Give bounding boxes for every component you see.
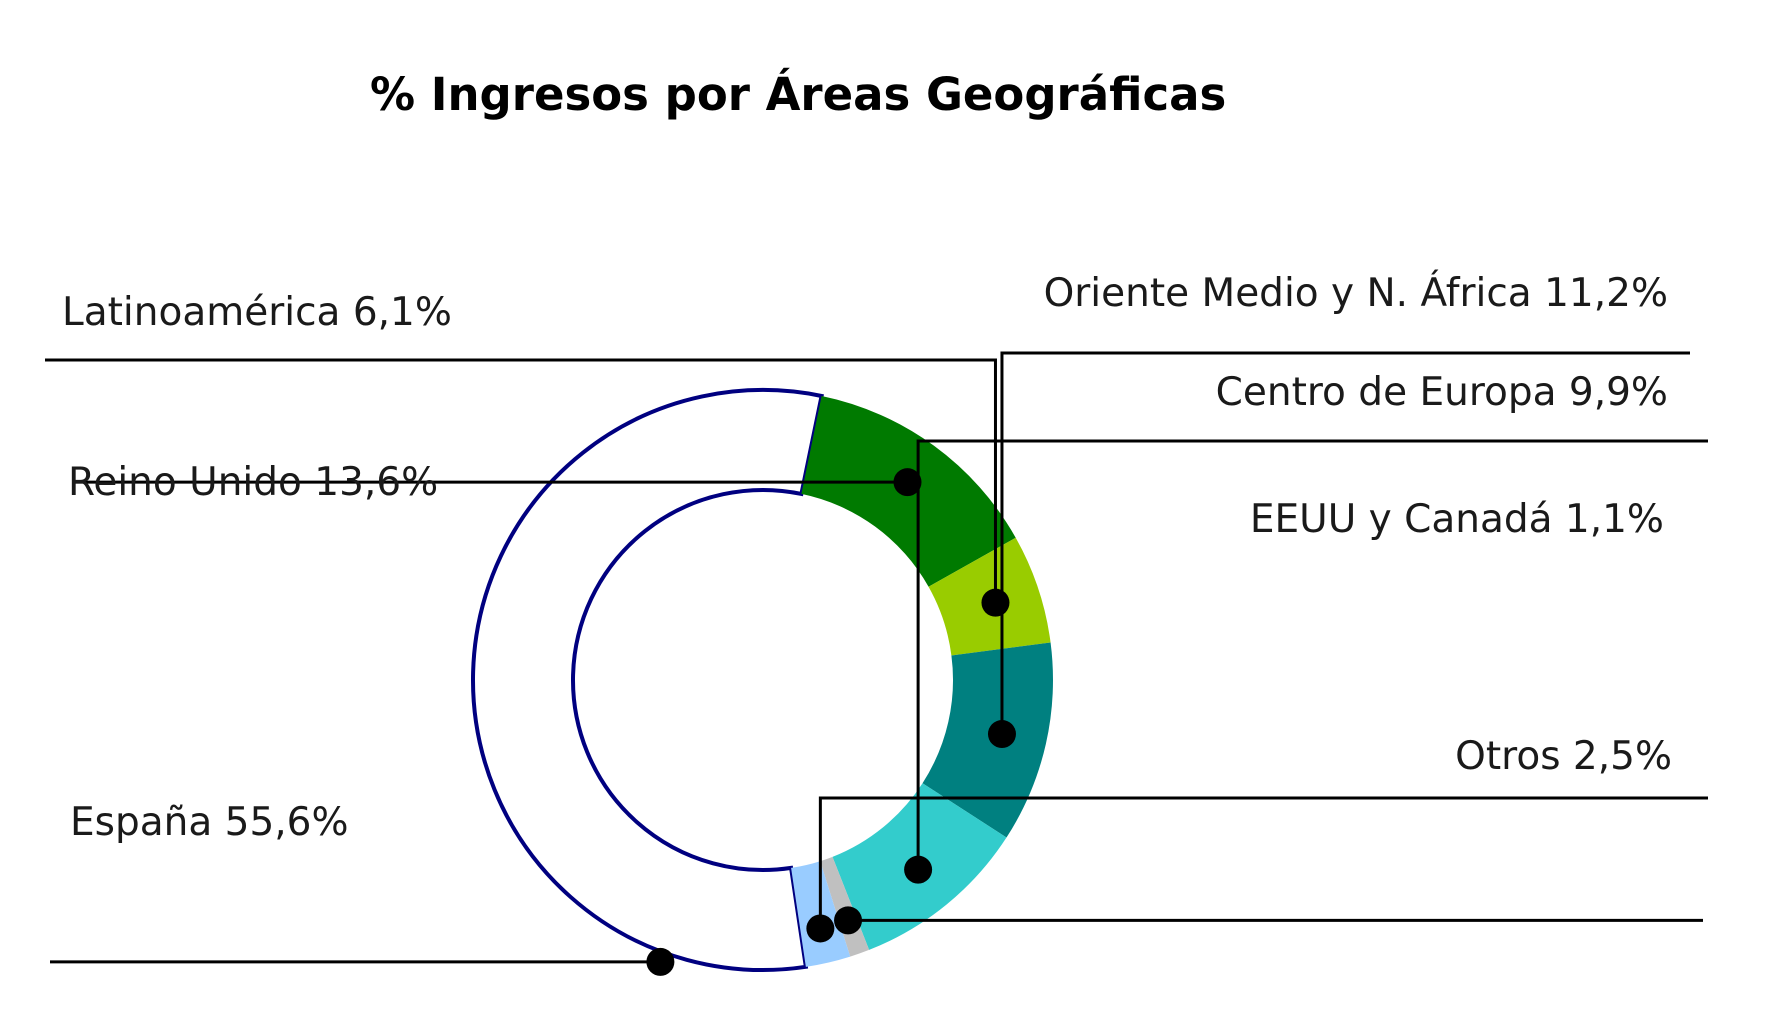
leader-line-centro-de-europa [916, 439, 1708, 870]
leader-dot-latinoamerica [981, 588, 1010, 617]
label-eeuu-y-canada: EEUU y Canadá 1,1% [1250, 497, 1664, 542]
leader-line-otros [818, 796, 1708, 929]
label-centro-de-europa: Centro de Europa 9,9% [1216, 370, 1668, 415]
leader-dot-espana [646, 947, 675, 976]
slice-oriente-medio-y-n-africa [922, 642, 1053, 838]
leader-lines [45, 351, 1708, 976]
leader-dot-oriente-medio-y-n-africa [987, 720, 1016, 749]
chart-title: % Ingresos por Áreas Geográficas [370, 68, 1226, 121]
donut-slices [471, 388, 1053, 972]
leader-line-latinoamerica [45, 358, 997, 603]
slice-eeuu-y-canada [820, 856, 870, 957]
leader-dot-eeuu-y-canada [834, 906, 863, 935]
leader-line-oriente-medio-y-n-africa [1000, 351, 1690, 735]
leader-dot-otros [806, 914, 835, 943]
slice-labels: España 55,6% Reino Unido 13,6% Latinoaméri… [62, 269, 1672, 845]
label-reino-unido: Reino Unido 13,6% [68, 460, 438, 505]
slice-espana [471, 388, 824, 972]
label-oriente-medio-y-n-africa: Oriente Medio y N. África 11,2% [1044, 269, 1668, 316]
leader-dot-reino-unido [893, 468, 922, 497]
label-latinoamerica: Latinoamérica 6,1% [62, 290, 452, 335]
label-espana: España 55,6% [70, 800, 349, 845]
label-otros: Otros 2,5% [1455, 734, 1672, 779]
leader-dot-centro-de-europa [904, 855, 933, 884]
